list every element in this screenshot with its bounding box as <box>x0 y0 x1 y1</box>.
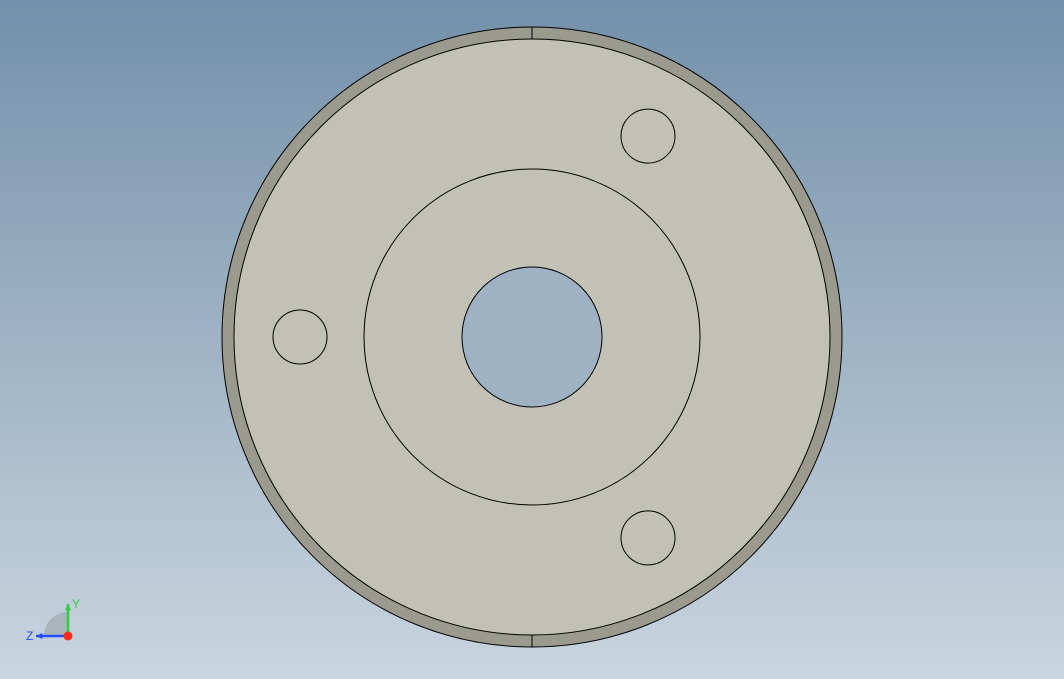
flange-part[interactable] <box>0 0 1064 679</box>
axis-x-wedge <box>44 612 68 636</box>
axis-indicator: YZ <box>20 584 100 664</box>
flange-center-hole[interactable] <box>462 267 602 407</box>
axis-y-label: Y <box>72 597 80 611</box>
axis-origin-dot <box>64 632 73 641</box>
axis-z-label: Z <box>26 629 33 643</box>
cad-viewport[interactable]: YZ <box>0 0 1064 679</box>
